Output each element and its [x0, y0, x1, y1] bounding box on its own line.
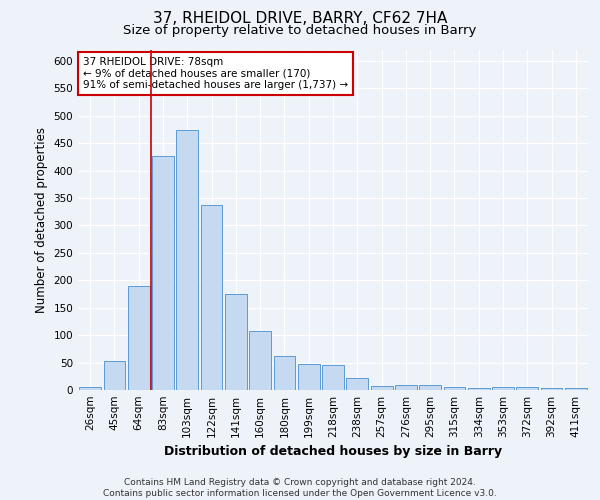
Bar [176, 130, 198, 390]
X-axis label: Distribution of detached houses by size in Barry: Distribution of detached houses by size … [164, 446, 502, 458]
Bar [468, 388, 490, 390]
Bar [152, 156, 174, 390]
Bar [419, 384, 441, 390]
Bar [565, 388, 587, 390]
Text: Size of property relative to detached houses in Barry: Size of property relative to detached ho… [124, 24, 476, 37]
Bar [298, 364, 320, 390]
Bar [274, 356, 295, 390]
Text: 37, RHEIDOL DRIVE, BARRY, CF62 7HA: 37, RHEIDOL DRIVE, BARRY, CF62 7HA [153, 11, 447, 26]
Bar [371, 386, 392, 390]
Y-axis label: Number of detached properties: Number of detached properties [35, 127, 48, 313]
Bar [443, 386, 466, 390]
Bar [322, 366, 344, 390]
Bar [249, 332, 271, 390]
Bar [225, 294, 247, 390]
Text: Contains HM Land Registry data © Crown copyright and database right 2024.
Contai: Contains HM Land Registry data © Crown c… [103, 478, 497, 498]
Bar [346, 378, 368, 390]
Bar [79, 388, 101, 390]
Bar [200, 204, 223, 390]
Bar [541, 388, 562, 390]
Text: 37 RHEIDOL DRIVE: 78sqm
← 9% of detached houses are smaller (170)
91% of semi-de: 37 RHEIDOL DRIVE: 78sqm ← 9% of detached… [83, 57, 348, 90]
Bar [128, 286, 149, 390]
Bar [492, 388, 514, 390]
Bar [395, 384, 417, 390]
Bar [517, 388, 538, 390]
Bar [104, 362, 125, 390]
